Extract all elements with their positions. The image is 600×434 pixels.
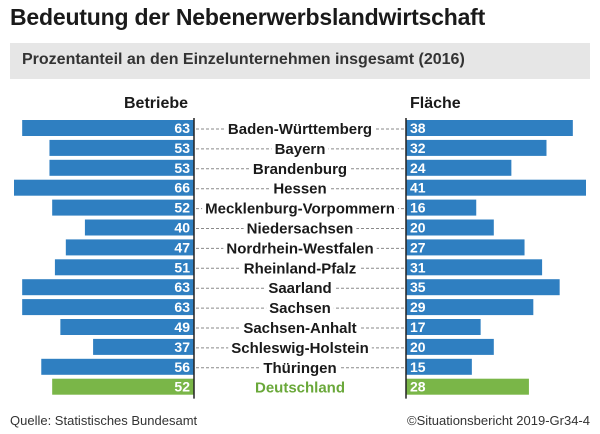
bar-betriebe-sachsen-anhalt xyxy=(60,319,195,335)
value-label-betriebe: 53 xyxy=(174,160,190,176)
value-label-betriebe: 63 xyxy=(174,120,190,136)
value-label-flaeche: 16 xyxy=(410,200,426,216)
category-label: Sachsen-Anhalt xyxy=(243,320,356,337)
bar-flaeche-deutschland xyxy=(406,378,529,395)
bar-flaeche-saarland xyxy=(406,279,560,296)
value-label-betriebe: 52 xyxy=(174,200,190,216)
category-label: Thüringen xyxy=(263,360,336,377)
bar-betriebe-sachsen xyxy=(22,299,194,316)
bar-flaeche-niedersachsen xyxy=(406,219,494,236)
category-label: Mecklenburg-Vorpommern xyxy=(205,201,395,218)
bar-flaeche-nordrhein-westfalen xyxy=(406,239,525,256)
category-label-background xyxy=(270,180,330,198)
bar-flaeche-mecklenburg-vorpommern xyxy=(406,199,477,216)
value-label-flaeche: 41 xyxy=(410,180,426,196)
bar-flaeche-hessen xyxy=(406,179,586,196)
category-label-background xyxy=(224,121,376,138)
value-label-flaeche: 15 xyxy=(410,359,426,375)
chart-title: Bedeutung der Nebenerwerbslandwirtschaft xyxy=(10,4,486,30)
bar-betriebe-niedersachsen xyxy=(84,219,194,236)
value-label-flaeche: 24 xyxy=(410,160,426,176)
category-label: Deutschland xyxy=(255,380,345,397)
category-label: Niedersachsen xyxy=(247,221,354,238)
bar-flaeche-sachsen xyxy=(406,299,534,316)
value-label-betriebe: 51 xyxy=(174,259,190,275)
value-label-betriebe: 37 xyxy=(174,339,190,355)
category-label-background xyxy=(202,200,398,218)
value-label-betriebe: 47 xyxy=(174,239,190,255)
bar-betriebe-nordrhein-westfalen xyxy=(65,239,195,256)
value-label-flaeche: 38 xyxy=(410,120,426,136)
category-label: Bayern xyxy=(275,141,326,158)
category-label-background xyxy=(271,140,329,158)
bar-flaeche-brandenburg xyxy=(406,159,512,176)
category-label-background xyxy=(243,220,357,238)
category-label-background xyxy=(223,240,377,258)
value-label-betriebe: 56 xyxy=(174,359,190,375)
category-label-background xyxy=(240,320,360,337)
value-label-flaeche: 20 xyxy=(410,220,426,236)
bar-betriebe-baden-württemberg xyxy=(22,120,194,136)
subtitle-band: Prozentanteil an den Einzelunternehmen i… xyxy=(10,43,590,79)
bar-flaeche-thüringen xyxy=(406,358,472,375)
column-header-betriebe: Betriebe xyxy=(124,95,189,112)
category-label: Nordrhein-Westfalen xyxy=(226,240,373,257)
category-label: Saarland xyxy=(268,280,331,297)
category-label-background xyxy=(228,339,372,357)
source-note: Quelle: Statistisches Bundesamt xyxy=(10,413,198,428)
bar-betriebe-bayern xyxy=(49,139,194,156)
copyright-note: ©Situationsbericht 2019-Gr34-4 xyxy=(406,413,590,428)
bar-betriebe-hessen xyxy=(14,179,194,196)
value-label-betriebe: 53 xyxy=(174,140,190,156)
value-label-betriebe: 49 xyxy=(174,319,190,335)
bar-flaeche-baden-württemberg xyxy=(406,120,573,136)
bar-betriebe-schleswig-holstein xyxy=(93,338,194,355)
bar-betriebe-deutschland xyxy=(52,378,194,395)
value-label-flaeche: 32 xyxy=(410,140,426,156)
category-label-background xyxy=(260,359,340,377)
value-label-betriebe: 66 xyxy=(174,180,190,196)
bar-flaeche-schleswig-holstein xyxy=(406,338,494,355)
category-label-background xyxy=(251,379,349,397)
bar-flaeche-bayern xyxy=(406,139,547,156)
value-label-flaeche: 20 xyxy=(410,339,426,355)
category-label-background xyxy=(265,280,335,298)
bar-betriebe-thüringen xyxy=(41,358,194,375)
value-label-flaeche: 28 xyxy=(410,379,426,395)
bar-betriebe-rheinland-pfalz xyxy=(54,259,195,276)
value-label-flaeche: 29 xyxy=(410,299,426,315)
bar-flaeche-rheinland-pfalz xyxy=(406,259,543,276)
category-label-background xyxy=(266,300,334,318)
category-label: Hessen xyxy=(273,181,326,198)
bar-betriebe-brandenburg xyxy=(49,159,194,176)
category-label: Sachsen xyxy=(269,300,331,317)
value-label-flaeche: 35 xyxy=(410,279,426,295)
category-label: Rheinland-Pfalz xyxy=(244,260,357,277)
value-label-flaeche: 31 xyxy=(410,259,426,275)
value-label-flaeche: 17 xyxy=(410,319,426,335)
category-label: Brandenburg xyxy=(253,161,347,178)
category-label: Baden-Württemberg xyxy=(228,121,372,138)
chart-subtitle: Prozentanteil an den Einzelunternehmen i… xyxy=(22,51,465,68)
bar-betriebe-saarland xyxy=(22,279,194,296)
column-header-flaeche: Fläche xyxy=(410,95,461,112)
bar-flaeche-sachsen-anhalt xyxy=(406,319,481,335)
value-label-flaeche: 27 xyxy=(410,239,426,255)
value-label-betriebe: 63 xyxy=(174,299,190,315)
category-label-background xyxy=(249,160,351,178)
value-label-betriebe: 52 xyxy=(174,379,190,395)
value-label-betriebe: 63 xyxy=(174,279,190,295)
value-label-betriebe: 40 xyxy=(174,220,190,236)
category-label: Schleswig-Holstein xyxy=(231,340,369,357)
bar-betriebe-mecklenburg-vorpommern xyxy=(52,199,194,216)
category-label-background xyxy=(240,260,360,278)
